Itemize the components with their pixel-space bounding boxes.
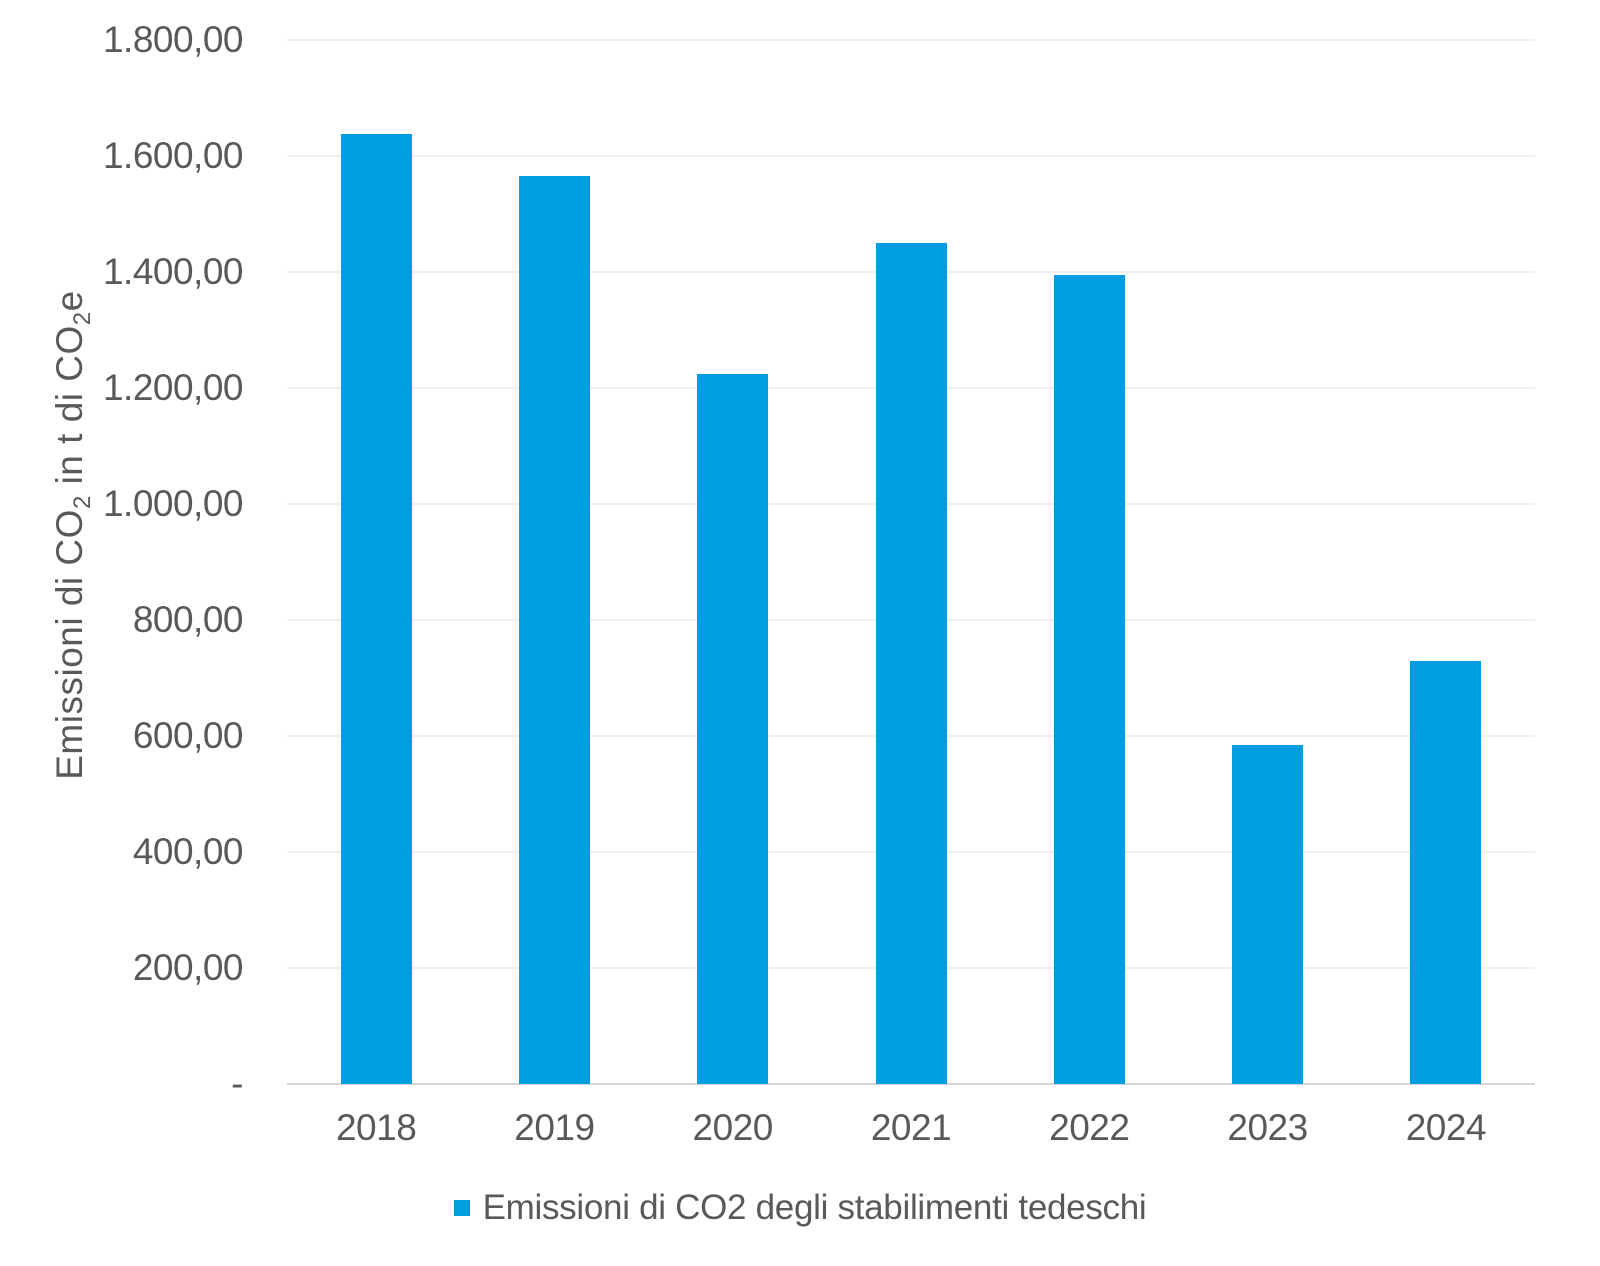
x-tick-label-2022: 2022 xyxy=(1049,1107,1130,1148)
bar-2018 xyxy=(340,133,412,1084)
y-tick-label: 1.400,00 xyxy=(102,251,244,292)
x-tick-label-2024: 2024 xyxy=(1405,1107,1487,1148)
y-tick-label: - xyxy=(231,1063,243,1104)
y-tick-label: 400,00 xyxy=(132,831,244,872)
y-tick-label: 800,00 xyxy=(132,599,244,640)
x-tick-label-2019: 2019 xyxy=(514,1107,595,1148)
x-tick-label-2023: 2023 xyxy=(1227,1107,1308,1148)
y-tick-label: 1.000,00 xyxy=(102,483,244,524)
y-tick-label: 600,00 xyxy=(132,715,244,756)
plot-area xyxy=(287,39,1535,1085)
y-tick-label: 1.600,00 xyxy=(102,135,244,176)
bar-2022 xyxy=(1053,275,1125,1084)
legend-label: Emissioni di CO2 degli stabilimenti tede… xyxy=(482,1188,1147,1227)
bar-2020 xyxy=(697,374,769,1084)
y-tick-label: 1.800,00 xyxy=(102,19,244,60)
bar-2024 xyxy=(1410,661,1482,1084)
bar-2021 xyxy=(875,243,947,1084)
bar-2019 xyxy=(518,175,590,1084)
gridline xyxy=(287,155,1535,157)
x-tick-label-2021: 2021 xyxy=(870,1107,952,1148)
y-tick-label: 1.200,00 xyxy=(102,367,244,408)
gridline xyxy=(287,39,1535,41)
x-axis-tick-labels: 2018 2019 2020 2021 2022 2023 2024 xyxy=(0,1107,1600,1157)
y-axis-tick-labels: 1.800,00 1.600,00 1.400,00 1.200,00 1.000,00… xyxy=(0,0,244,1266)
x-tick-label-2018: 2018 xyxy=(335,1107,417,1148)
y-tick-label: 200,00 xyxy=(132,947,244,988)
legend-marker-square xyxy=(453,1200,470,1216)
x-tick-label-2020: 2020 xyxy=(692,1107,774,1148)
x-axis-line xyxy=(287,1083,1535,1085)
legend: Emissioni di CO2 degli stabilimenti tede… xyxy=(0,1188,1600,1228)
bar-2023 xyxy=(1232,745,1304,1084)
